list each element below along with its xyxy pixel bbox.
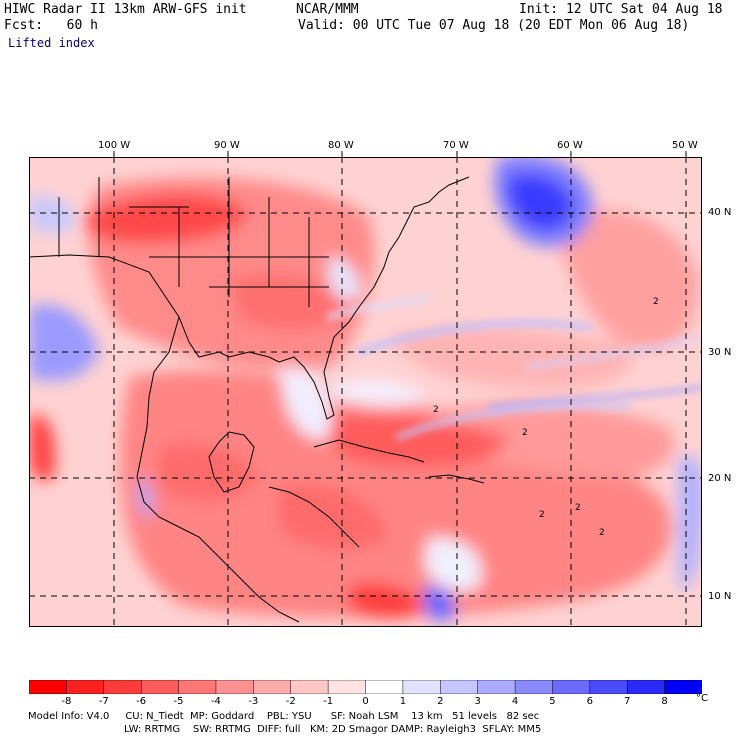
legend-level-label: 6 [586, 696, 594, 707]
legend-level-label: -3 [248, 696, 259, 707]
lat-label: 30 N [708, 347, 732, 358]
legend-swatch [552, 680, 591, 694]
legend-level-label: -7 [98, 696, 109, 707]
legend-swatch [253, 680, 292, 694]
legend-swatch [477, 680, 516, 694]
legend-swatch [440, 680, 479, 694]
legend-level-label: -8 [61, 696, 72, 707]
organization-label: NCAR/MMM [296, 2, 359, 17]
contour-label: 2 [575, 503, 581, 513]
legend-swatch [626, 680, 666, 694]
legend-level-label: 8 [661, 696, 668, 707]
model-title: HIWC Radar II 13km ARW-GFS init [4, 2, 247, 17]
legend-level-label: -2 [285, 696, 296, 707]
legend-unit: °C [696, 693, 708, 704]
map-frame [29, 157, 702, 627]
graticule [29, 157, 702, 627]
lon-ticks [113, 151, 687, 157]
valid-time: Valid: 00 UTC Tue 07 Aug 18 (20 EDT Mon … [298, 18, 690, 33]
lon-label: 80 W [328, 140, 354, 151]
lat-label: 20 N [708, 473, 732, 484]
legend-swatch [514, 680, 554, 694]
lon-label: 60 W [557, 140, 583, 151]
legend-swatch [215, 680, 255, 694]
legend-level-label: 3 [474, 696, 481, 707]
lat-label: 40 N [708, 207, 732, 218]
legend-level-label: 5 [549, 696, 556, 707]
lifted-index-field [29, 157, 702, 622]
lon-label: 90 W [214, 140, 240, 151]
contour-label: 2 [522, 428, 528, 438]
lat-label: 10 N [708, 591, 732, 602]
legend-swatch [365, 680, 404, 694]
legend-swatch [66, 680, 105, 694]
legend-level-label: -6 [136, 696, 147, 707]
legend-level-label: 7 [624, 696, 631, 707]
legend-level-label: -4 [210, 696, 221, 707]
init-time: Init: 12 UTC Sat 04 Aug 18 [519, 2, 723, 17]
stable-streamers [326, 294, 702, 440]
legend-swatch [140, 680, 180, 694]
legend-swatch [589, 680, 628, 694]
legend-swatch [327, 680, 367, 694]
lon-label: 70 W [443, 140, 469, 151]
legend-swatch [178, 680, 217, 694]
legend-level-label: 1 [399, 696, 407, 707]
coastlines-and-borders [29, 157, 485, 627]
contour-label: 2 [539, 510, 545, 520]
color-legend [29, 680, 702, 694]
legend-swatch [103, 680, 142, 694]
legend-swatch [664, 680, 702, 694]
legend-swatch [402, 680, 442, 694]
contour-label: 2 [599, 528, 605, 538]
lon-label: 50 W [672, 140, 698, 151]
legend-level-label: -5 [173, 696, 184, 707]
forecast-hour: Fcst: 60 h [4, 18, 98, 33]
model-physics: LW: RRTMG SW: RRTMG DIFF: full KM: 2D Sm… [124, 724, 542, 735]
legend-level-label: -1 [323, 696, 334, 707]
model-info: Model Info: V4.0 CU: N_Tiedt MP: Goddard… [28, 711, 540, 722]
legend-level-label: 2 [437, 696, 444, 707]
contour-labels: 2 2 2 2 2 2 [433, 297, 659, 538]
legend-level-label: 4 [511, 696, 519, 707]
lifted-index-map: 2 2 2 2 2 2 [29, 157, 702, 627]
legend-swatch [290, 680, 329, 694]
contour-label: 2 [653, 297, 659, 307]
field-name: Lifted index [8, 36, 95, 50]
legend-level-label: 0 [362, 696, 369, 707]
contour-label: 2 [433, 405, 439, 415]
legend-swatch [29, 680, 68, 694]
lon-label: 100 W [98, 140, 131, 151]
